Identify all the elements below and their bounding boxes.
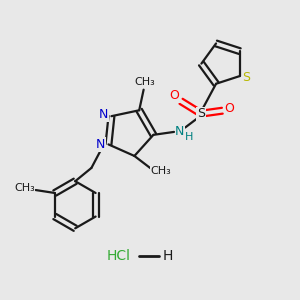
- Text: H: H: [163, 249, 173, 263]
- Text: N: N: [98, 108, 108, 121]
- Text: O: O: [170, 89, 179, 103]
- Text: CH₃: CH₃: [134, 77, 155, 87]
- Text: CH₃: CH₃: [151, 166, 171, 176]
- Text: O: O: [225, 102, 235, 115]
- Text: HCl: HCl: [107, 249, 131, 263]
- Text: S: S: [197, 107, 205, 120]
- Text: N: N: [175, 125, 184, 138]
- Text: CH₃: CH₃: [14, 183, 35, 193]
- Text: N: N: [95, 138, 105, 151]
- Text: S: S: [242, 71, 250, 84]
- Text: H: H: [184, 132, 193, 142]
